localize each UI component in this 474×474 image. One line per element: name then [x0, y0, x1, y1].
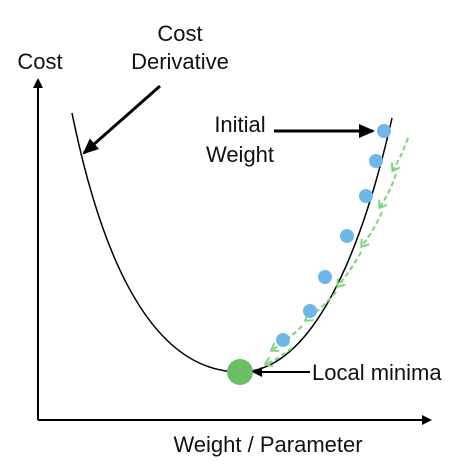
y-axis-label: Cost	[17, 49, 62, 74]
descent-arrows	[266, 137, 409, 364]
weight-point	[377, 124, 391, 138]
step-arrow	[306, 291, 337, 320]
weight-point	[276, 333, 290, 347]
weight-point	[318, 270, 332, 284]
weight-point	[369, 154, 383, 168]
minimum-point	[227, 359, 253, 385]
minima-label: Local minima	[312, 360, 442, 385]
step-arrow	[362, 211, 383, 246]
step-arrow	[338, 251, 362, 286]
step-arrow	[393, 137, 409, 170]
x-axis-label: Weight / Parameter	[173, 432, 362, 457]
initial-label: Weight	[206, 142, 274, 167]
weight-points	[276, 124, 391, 347]
weight-point	[340, 229, 354, 243]
derivative-label: Derivative	[131, 49, 229, 74]
initial-label: Initial	[214, 112, 265, 137]
step-arrow	[266, 347, 293, 364]
derivative-arrow	[82, 84, 161, 155]
weight-point	[359, 189, 373, 203]
weight-point	[303, 304, 317, 318]
derivative-label: Cost	[157, 21, 202, 46]
step-arrow	[380, 173, 397, 207]
